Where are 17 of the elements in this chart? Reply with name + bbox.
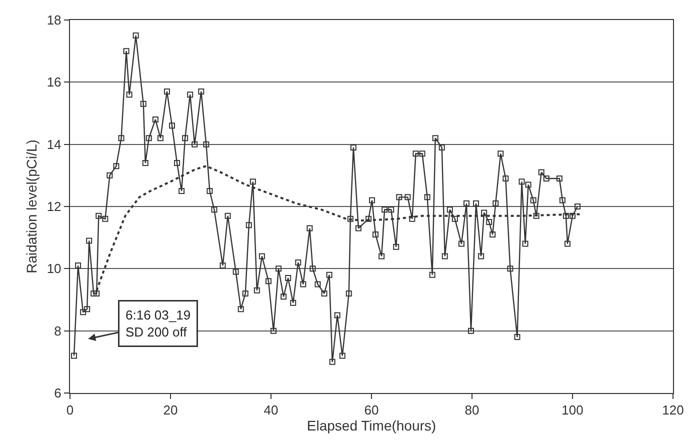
- x-tick-label: 100: [562, 402, 584, 418]
- y-tick-label: 12: [46, 199, 62, 214]
- x-axis-title: Elapsed Time(hours): [306, 418, 436, 434]
- y-tick-label: 16: [46, 74, 62, 90]
- y-axis-title: Raidation level(pCi/L): [23, 140, 40, 274]
- y-tick-label: 6: [54, 386, 62, 401]
- x-tick-label: 80: [464, 402, 480, 418]
- x-tick-label: 120: [662, 402, 684, 418]
- y-tick-label: 18: [46, 12, 62, 28]
- x-tick-label: 40: [264, 402, 278, 418]
- y-tick-label: 8: [54, 323, 62, 338]
- y-tick-label: 14: [46, 136, 62, 152]
- x-tick-label: 0: [66, 402, 74, 418]
- annotation: 6:16 03_19 SD 200 off: [126, 308, 191, 340]
- x-tick-label: 20: [163, 402, 178, 418]
- x-tick-label: 60: [364, 402, 379, 418]
- y-tick-label: 10: [46, 261, 62, 276]
